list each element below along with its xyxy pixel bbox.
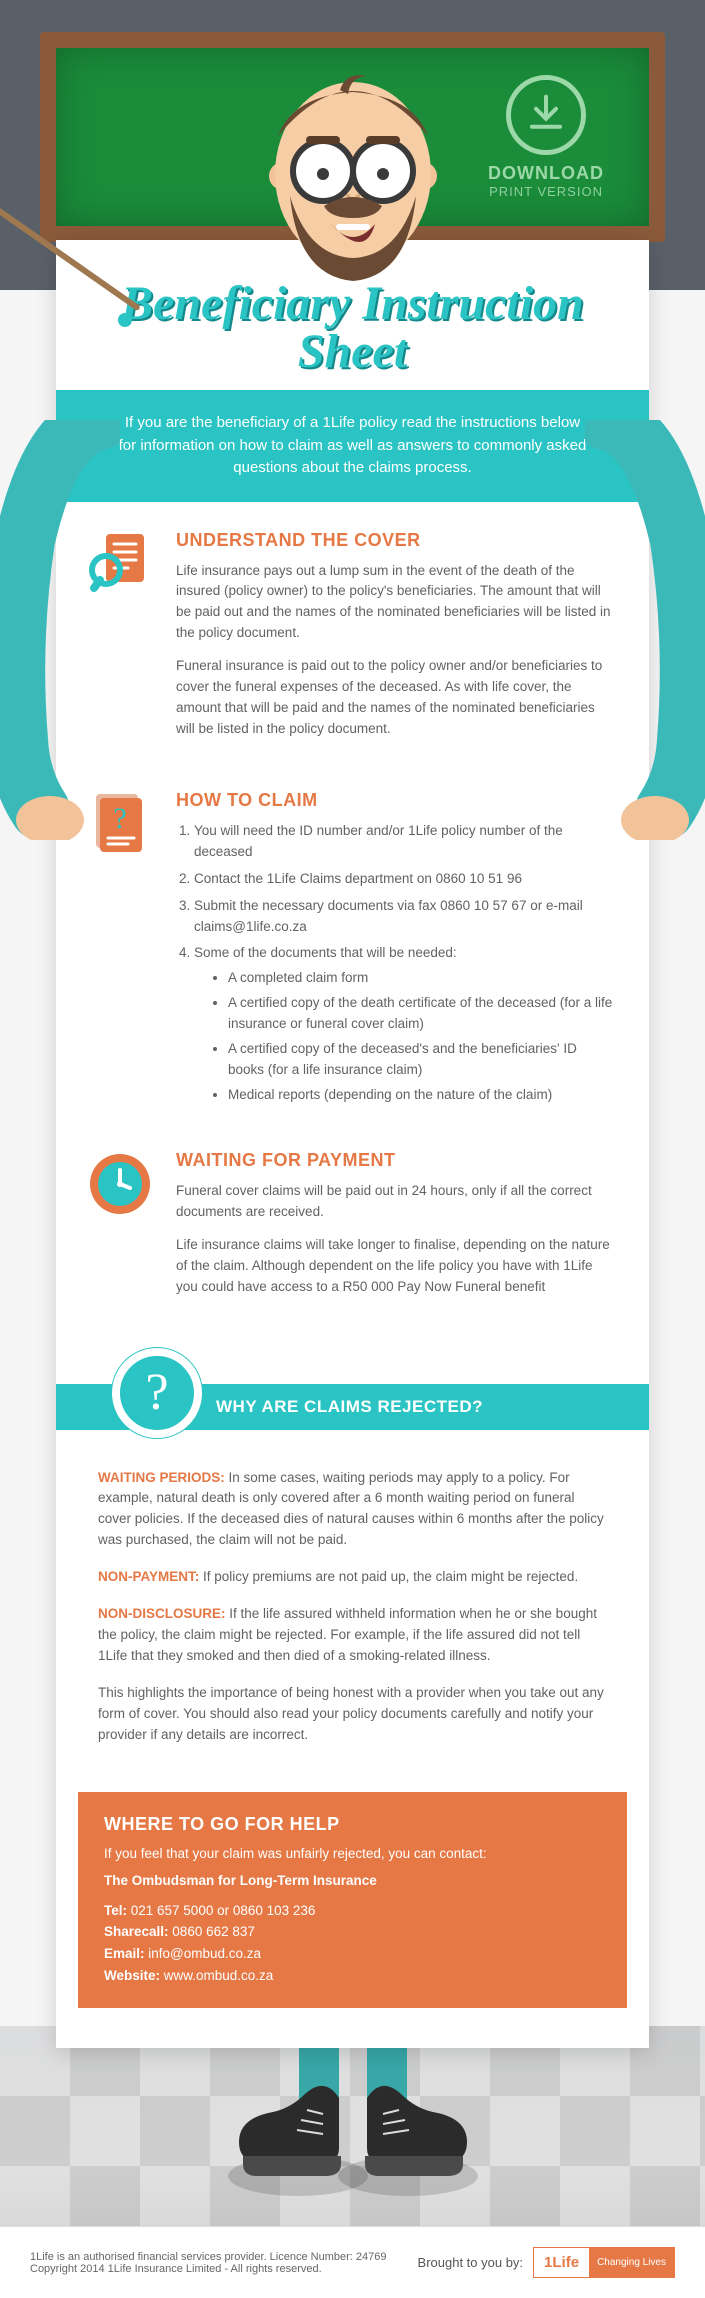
claim-heading: HOW TO CLAIM <box>176 790 613 811</box>
rejected-band: WHY ARE CLAIMS REJECTED? ? <box>56 1348 649 1444</box>
help-email: Email: info@ombud.co.za <box>104 1943 601 1965</box>
svg-text:?: ? <box>113 802 126 835</box>
claim-step-1: You will need the ID number and/or 1Life… <box>194 821 613 863</box>
understand-p1: Life insurance pays out a lump sum in th… <box>176 561 613 645</box>
help-web-value: www.ombud.co.za <box>160 1968 273 1983</box>
floor <box>0 2026 705 2226</box>
waiting-p2: Life insurance claims will take longer t… <box>176 1235 613 1298</box>
help-share-label: Sharecall: <box>104 1924 169 1939</box>
reason1-label: WAITING PERIODS: <box>98 1470 225 1485</box>
logo-left: 1Life <box>534 2248 589 2277</box>
help-email-label: Email: <box>104 1946 145 1961</box>
footer-line2: Copyright 2014 1Life Insurance Limited -… <box>30 2263 386 2275</box>
claim-step-2: Contact the 1Life Claims department on 0… <box>194 869 613 890</box>
shoes-illustration <box>203 2046 503 2206</box>
claim-step-4: Some of the documents that will be neede… <box>194 943 613 1105</box>
help-share-value: 0860 662 837 <box>169 1924 255 1939</box>
waiting-heading: WAITING FOR PAYMENT <box>176 1150 613 1171</box>
help-intro: If you feel that your claim was unfairly… <box>104 1843 601 1865</box>
help-email-value: info@ombud.co.za <box>145 1946 262 1961</box>
question-circle-icon: ? <box>112 1348 202 1438</box>
section-waiting: WAITING FOR PAYMENT Funeral cover claims… <box>56 1122 649 1320</box>
help-org: The Ombudsman for Long-Term Insurance <box>104 1870 601 1892</box>
brand-logo: 1Life Changing Lives <box>533 2247 675 2278</box>
reason2-text: If policy premiums are not paid up, the … <box>199 1569 578 1584</box>
pointer-tip <box>118 313 132 327</box>
footer-brand: Brought to you by: 1Life Changing Lives <box>418 2247 675 2278</box>
intro-text: If you are the beneficiary of a 1Life po… <box>56 390 649 502</box>
section-understand: UNDERSTAND THE COVER Life insurance pays… <box>56 502 649 762</box>
footer-brought: Brought to you by: <box>418 2255 524 2270</box>
rejected-body: WAITING PERIODS: In some cases, waiting … <box>56 1444 649 1772</box>
help-web-label: Website: <box>104 1968 160 1983</box>
reason2-label: NON-PAYMENT: <box>98 1569 199 1584</box>
help-box: WHERE TO GO FOR HELP If you feel that yo… <box>78 1792 627 2009</box>
logo-right: Changing Lives <box>589 2248 674 2277</box>
teacher-illustration <box>153 56 553 316</box>
claim-doc-4: Medical reports (depending on the nature… <box>228 1085 613 1106</box>
section-how-to-claim: ? HOW TO CLAIM You will need the ID numb… <box>56 762 649 1122</box>
claim-doc-2: A certified copy of the death certificat… <box>228 993 613 1035</box>
help-heading: WHERE TO GO FOR HELP <box>104 1814 601 1835</box>
rejected-footnote: This highlights the importance of being … <box>98 1683 607 1746</box>
reason-non-disclosure: NON-DISCLOSURE: If the life assured with… <box>98 1604 607 1667</box>
clock-icon <box>84 1148 156 1220</box>
reason3-label: NON-DISCLOSURE: <box>98 1606 226 1621</box>
reason-non-payment: NON-PAYMENT: If policy premiums are not … <box>98 1567 607 1588</box>
help-sharecall: Sharecall: 0860 662 837 <box>104 1921 601 1943</box>
help-tel-label: Tel: <box>104 1903 127 1918</box>
understand-heading: UNDERSTAND THE COVER <box>176 530 613 551</box>
document-question-icon: ? <box>84 788 156 860</box>
claim-step-4-text: Some of the documents that will be neede… <box>194 945 457 960</box>
footer-line1: 1Life is an authorised financial service… <box>30 2251 386 2263</box>
understand-p2: Funeral insurance is paid out to the pol… <box>176 656 613 740</box>
claim-step-3: Submit the necessary documents via fax 0… <box>194 896 613 938</box>
magnifier-document-icon <box>84 528 156 600</box>
rejected-heading: WHY ARE CLAIMS REJECTED? <box>216 1397 483 1417</box>
footer: 1Life is an authorised financial service… <box>0 2226 705 2298</box>
waiting-p1: Funeral cover claims will be paid out in… <box>176 1181 613 1223</box>
reason-waiting-periods: WAITING PERIODS: In some cases, waiting … <box>98 1468 607 1552</box>
help-tel: Tel: 021 657 5000 or 0860 103 236 <box>104 1900 601 1922</box>
instruction-sheet: Beneficiary Instruction Sheet If you are… <box>56 240 649 2048</box>
help-website: Website: www.ombud.co.za <box>104 1965 601 1987</box>
footer-legal: 1Life is an authorised financial service… <box>30 2251 386 2275</box>
help-tel-value: 021 657 5000 or 0860 103 236 <box>127 1903 315 1918</box>
claim-doc-1: A completed claim form <box>228 968 613 989</box>
claim-doc-3: A certified copy of the deceased's and t… <box>228 1039 613 1081</box>
